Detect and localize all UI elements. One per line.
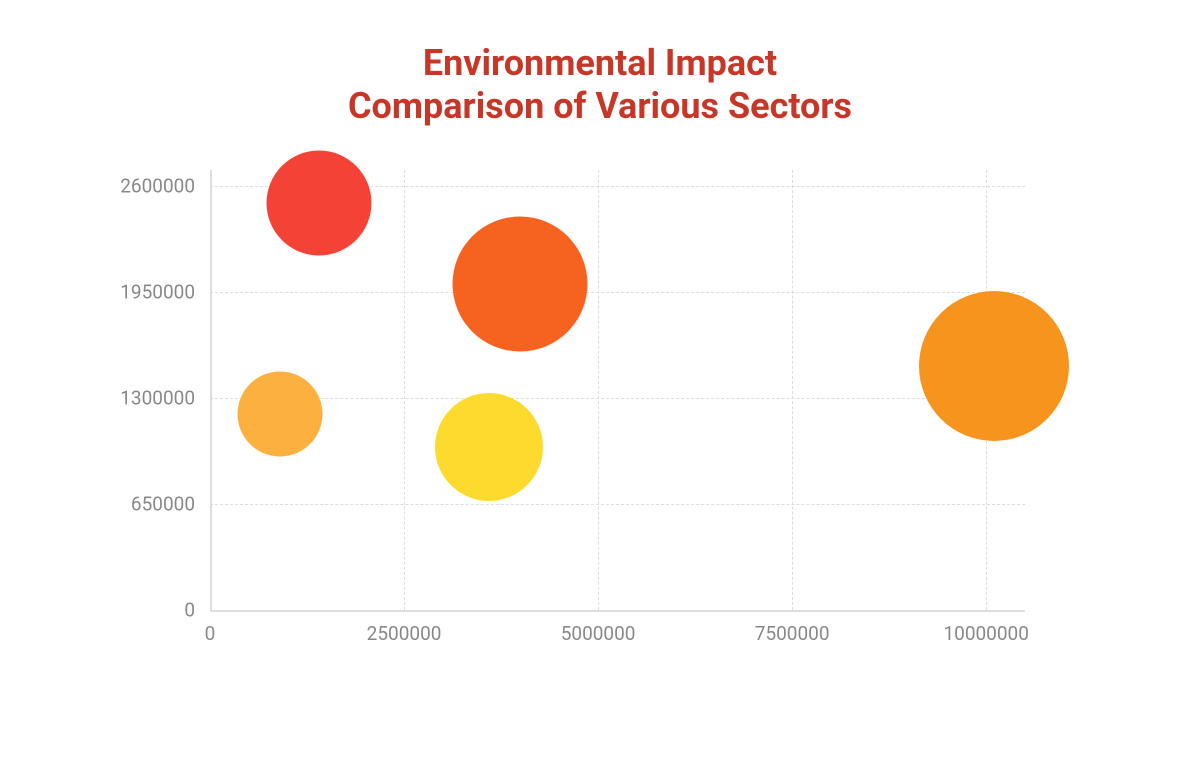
x-tick-label: 10000000 xyxy=(943,622,1028,645)
y-tick-label: 0 xyxy=(100,599,195,622)
x-tick-label: 5000000 xyxy=(561,622,636,645)
gridline-horizontal xyxy=(210,398,1025,399)
gridline-horizontal xyxy=(210,292,1025,293)
gridline-vertical xyxy=(792,170,793,610)
bubble-point xyxy=(453,217,588,352)
chart-title: Environmental Impact Comparison of Vario… xyxy=(348,42,852,128)
plot-area xyxy=(210,170,1025,610)
x-tick-label: 2500000 xyxy=(367,622,442,645)
y-tick-label: 2600000 xyxy=(100,175,195,198)
bubble-point xyxy=(237,372,322,457)
bubble-point xyxy=(919,291,1069,441)
y-tick-label: 650000 xyxy=(100,493,195,516)
gridline-horizontal xyxy=(210,504,1025,505)
y-tick-label: 1950000 xyxy=(100,281,195,304)
bubble-point xyxy=(266,150,371,255)
y-tick-label: 1300000 xyxy=(100,387,195,410)
gridline-vertical xyxy=(598,170,599,610)
y-axis-line xyxy=(210,170,212,610)
bubble-point xyxy=(435,393,543,501)
gridline-vertical xyxy=(404,170,405,610)
x-tick-label: 0 xyxy=(205,622,216,645)
x-axis-line xyxy=(210,610,1025,612)
x-tick-label: 7500000 xyxy=(755,622,830,645)
